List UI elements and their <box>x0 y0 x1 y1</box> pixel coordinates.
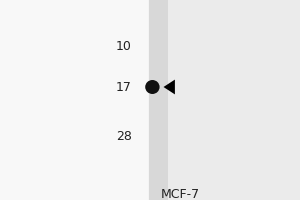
Bar <box>0 0 148 200</box>
Text: 17: 17 <box>116 81 132 94</box>
Text: 10: 10 <box>116 40 132 52</box>
Bar <box>148 0 168 200</box>
Text: MCF-7: MCF-7 <box>160 188 200 200</box>
Ellipse shape <box>145 80 160 94</box>
Polygon shape <box>164 80 175 94</box>
Bar <box>148 0 300 200</box>
Text: 28: 28 <box>116 130 132 142</box>
